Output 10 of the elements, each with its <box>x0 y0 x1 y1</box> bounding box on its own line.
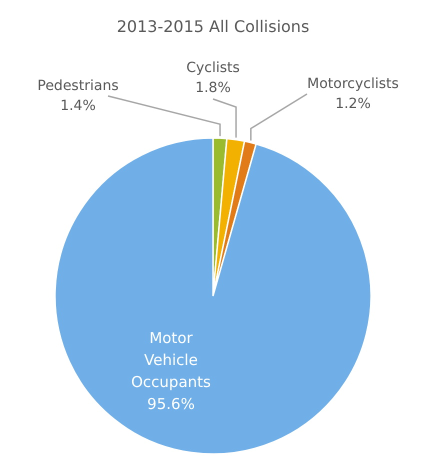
slice-label: Motorcyclists <box>307 76 399 92</box>
slice-label: Cyclists <box>186 60 240 76</box>
slice-label: Motor Vehicle Occupants <box>131 329 212 391</box>
pie-slice <box>54 137 372 455</box>
data-label: 1.4% <box>60 98 96 114</box>
data-label: 95.6% <box>147 395 195 413</box>
data-label: 1.2% <box>335 96 371 112</box>
slice-label: Pedestrians <box>37 78 119 94</box>
data-label: 1.8% <box>195 80 231 96</box>
chart-title: 2013-2015 All Collisions <box>116 17 310 36</box>
